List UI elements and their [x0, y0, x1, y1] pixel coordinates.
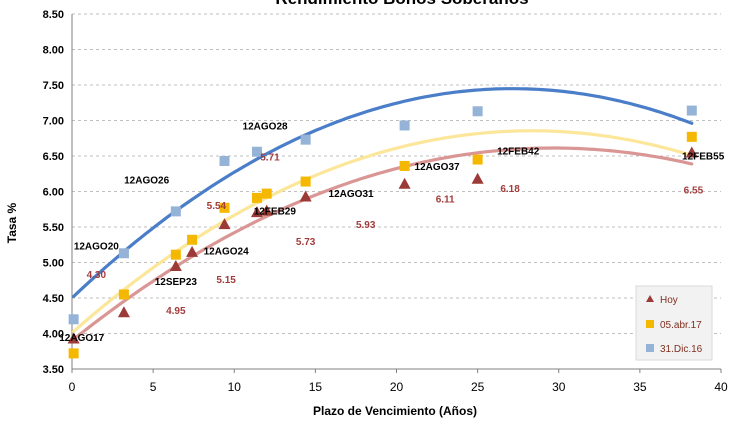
x-tick-label: 25 — [471, 380, 485, 394]
data-point — [68, 314, 79, 325]
data-point — [169, 260, 182, 272]
value-label: 5.54 — [207, 201, 227, 212]
y-tick-label: 8.00 — [43, 45, 64, 57]
bond-label: 12AGO31 — [329, 189, 374, 200]
data-point — [261, 188, 272, 199]
y-axis-title: Tasa % — [5, 202, 19, 243]
data-point — [118, 289, 129, 300]
x-tick-label: 15 — [309, 380, 323, 394]
data-point — [219, 155, 230, 166]
x-tick-label: 5 — [150, 380, 157, 394]
legend-label: 05.abr.17 — [660, 320, 702, 331]
y-tick-label: 5.50 — [43, 222, 64, 234]
chart-title: Rendimiento Bonos Soberanos — [275, 0, 528, 8]
data-points — [67, 105, 698, 359]
data-point — [251, 146, 262, 157]
legend-marker — [646, 320, 654, 328]
data-point — [685, 146, 698, 158]
value-label: 6.11 — [436, 195, 455, 206]
y-tick-label: 4.50 — [43, 293, 64, 305]
value-label: 5.73 — [296, 237, 316, 248]
y-tick-label: 6.00 — [43, 187, 64, 199]
value-label: 5.15 — [216, 275, 236, 286]
bond-label: 12FEB29 — [254, 207, 297, 218]
axes — [71, 14, 722, 373]
value-labels: 4.30 4.95 5.15 5.54 5.71 5.73 5.93 6.11 6.18 6.55 — [87, 153, 704, 317]
bond-label: 12AGO20 — [74, 241, 119, 252]
bond-label: 12SEP23 — [155, 277, 198, 288]
data-point — [250, 206, 263, 218]
bond-label: 12FEB55 — [682, 151, 725, 162]
data-point — [472, 106, 483, 117]
x-axis-ticks: 0 5 10 15 20 25 30 35 40 — [69, 380, 728, 394]
data-point — [218, 218, 231, 230]
bond-label: 12AGO26 — [124, 175, 169, 186]
value-label: 6.55 — [684, 185, 704, 196]
data-point — [117, 306, 130, 318]
data-point — [118, 248, 129, 259]
data-point — [300, 176, 311, 187]
data-point — [170, 249, 181, 260]
data-point — [300, 134, 311, 145]
bond-label: 12AGO17 — [59, 333, 104, 344]
y-tick-label: 3.50 — [43, 364, 64, 376]
data-point — [186, 245, 199, 257]
y-tick-label: 8.50 — [43, 9, 64, 21]
x-tick-label: 20 — [390, 380, 404, 394]
data-point — [398, 177, 411, 189]
value-label: 5.71 — [260, 153, 280, 164]
data-point — [187, 234, 198, 245]
x-tick-label: 0 — [69, 380, 76, 394]
data-point — [219, 202, 230, 213]
legend-label: 31.Dic.16 — [660, 344, 703, 355]
data-point — [399, 120, 410, 131]
x-tick-label: 30 — [552, 380, 566, 394]
data-point — [399, 160, 410, 171]
data-point — [68, 348, 79, 359]
bond-label: 12FEB42 — [497, 146, 540, 157]
value-label: 4.30 — [87, 270, 107, 281]
x-axis-title: Plazo de Vencimiento (Años) — [313, 404, 477, 418]
legend-marker — [646, 344, 654, 352]
value-label: 4.95 — [166, 306, 186, 317]
x-tick-label: 35 — [633, 380, 647, 394]
y-tick-label: 4.00 — [43, 329, 64, 341]
y-tick-label: 7.00 — [43, 116, 64, 128]
data-point — [170, 206, 181, 217]
y-tick-label: 6.50 — [43, 151, 64, 163]
legend-label: Hoy — [660, 295, 678, 306]
data-point — [686, 105, 697, 116]
data-point — [260, 204, 273, 216]
data-point — [299, 190, 312, 202]
data-point — [471, 172, 484, 184]
bond-label: 12AGO28 — [243, 121, 288, 132]
value-label: 5.93 — [356, 220, 376, 231]
value-label: 6.18 — [500, 184, 520, 195]
data-point — [251, 192, 262, 203]
x-tick-label: 40 — [714, 380, 728, 394]
legend-marker — [646, 295, 654, 302]
y-tick-label: 7.50 — [43, 80, 64, 92]
data-point — [686, 131, 697, 142]
x-tick-label: 10 — [228, 380, 242, 394]
bond-label: 12AGO37 — [415, 162, 460, 173]
bond-labels: 12AGO17 12AGO20 12SEP23 12AGO24 12AGO26 12FEB… — [59, 121, 724, 344]
bond-label: 12AGO24 — [204, 246, 249, 257]
y-tick-label: 5.00 — [43, 258, 64, 270]
y-axis-ticks: 3.50 4.00 4.50 5.00 5.50 6.00 6.50 7.00 7.50 8.00… — [43, 9, 64, 376]
legend: Hoy 05.abr.17 31.Dic.16 — [635, 285, 713, 361]
data-point — [67, 332, 80, 344]
data-point — [472, 154, 483, 165]
